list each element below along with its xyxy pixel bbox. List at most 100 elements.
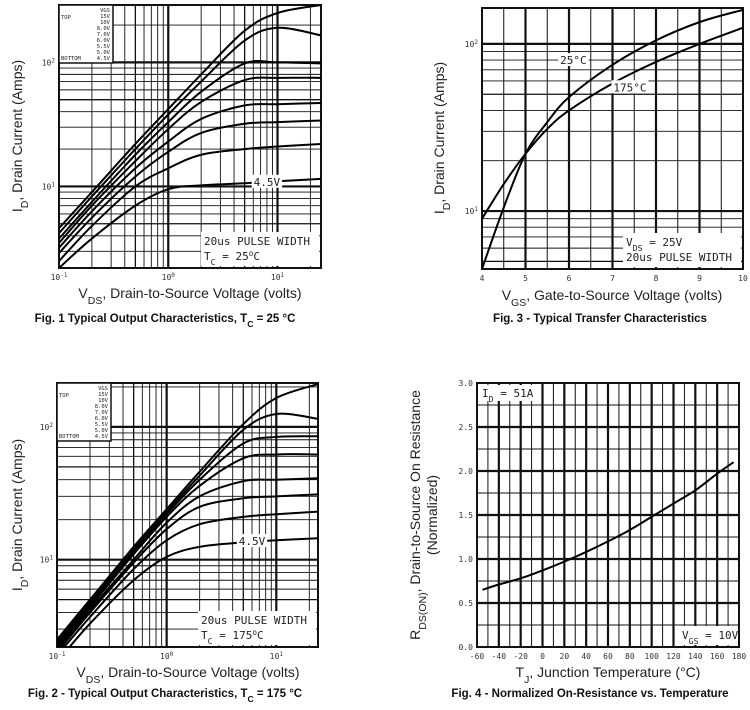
tick-base: 10 xyxy=(49,652,59,661)
tick-base: -60 xyxy=(470,652,485,661)
series-line-50V xyxy=(59,142,321,262)
legend-bottom-label: BOTTOM xyxy=(61,56,82,62)
legend-item: 4.5V xyxy=(97,56,111,62)
tick-exponent: 2 xyxy=(49,421,53,428)
grid xyxy=(477,383,739,647)
tick-base: 2.0 xyxy=(459,467,474,476)
y-tick-label: 0.0 xyxy=(459,643,474,652)
x-axis-label: TJ, Junction Temperature (°C) xyxy=(516,664,701,686)
text-segment: D xyxy=(441,202,453,210)
annotation-background xyxy=(251,174,283,188)
y-tick-label: 101 xyxy=(40,554,54,565)
tick-exponent: 0 xyxy=(171,272,175,279)
plot-frame xyxy=(56,382,319,648)
series-line-45V xyxy=(68,537,318,647)
figure-caption: Fig. 3 - Typical Transfer Characteristic… xyxy=(493,313,707,325)
legend-item: 15V xyxy=(100,14,111,20)
x-tick-label: 120 xyxy=(666,652,681,661)
text-segment: DS xyxy=(88,295,103,307)
x-axis-label: VDS, Drain-to-Source Voltage (volts) xyxy=(78,285,301,307)
tick-base: 20 xyxy=(560,652,570,661)
notes-background xyxy=(623,233,741,267)
y-axis-label: RDS(ON), Drain-to-Source On Resistance xyxy=(407,390,429,640)
text-segment: V xyxy=(682,629,689,642)
legend-header: VGS xyxy=(100,8,110,14)
chart-note: 20us PULSE WIDTH xyxy=(626,251,732,264)
text-segment: = 25V xyxy=(643,236,683,249)
y-tick-label: 102 xyxy=(40,421,54,432)
tick-base: 1.0 xyxy=(459,555,474,564)
text-segment: , Drain-to-Source Voltage (volts) xyxy=(100,664,299,680)
y-tick-label: 1.0 xyxy=(459,555,474,564)
legend-item: 5.5V xyxy=(95,422,109,428)
series-line-10V xyxy=(57,412,318,643)
text-segment: I xyxy=(482,387,489,400)
legend-bottom-label: BOTTOM xyxy=(59,434,80,440)
tick-base: 10 xyxy=(465,207,475,216)
tick-base: 10 xyxy=(465,40,475,49)
x-tick-label: 101 xyxy=(271,272,285,283)
text-segment: = 10V xyxy=(699,629,739,642)
x-tick-label: 100 xyxy=(644,652,659,661)
figure-caption: Fig. 1 Typical Output Characteristics, T… xyxy=(35,313,296,329)
text-segment: , Drain-to-Source On Resistance xyxy=(407,390,423,593)
chart-figure-4: -60 -40 -20 0 20 40 60 80 100 120 140 160 180 0.0 0.5 1… xyxy=(407,379,746,700)
text-segment: DS xyxy=(633,243,643,253)
y-axis-label-secondary: (Normalized) xyxy=(424,475,440,555)
series-line-25C xyxy=(482,8,743,269)
y-tick-label: 102 xyxy=(42,57,56,68)
text-segment: Fig. 4 - Normalized On-Resistance vs. Te… xyxy=(451,688,728,700)
series-line-15V xyxy=(59,5,321,229)
annotation-background xyxy=(558,53,589,67)
text-segment: C xyxy=(211,257,216,267)
text-segment: I xyxy=(9,208,25,212)
legend-item: 10V xyxy=(100,20,111,26)
x-tick-label: 60 xyxy=(603,652,613,661)
text-segment: = 25 xyxy=(216,250,249,263)
legend-item: 8.0V xyxy=(97,26,111,32)
legend-item: 8.0V xyxy=(95,404,109,410)
notes-background xyxy=(679,626,737,645)
text-segment: = 25 °C xyxy=(253,313,295,325)
series-line-15V xyxy=(57,383,318,641)
y-tick-label: 101 xyxy=(465,206,479,217)
text-segment: V xyxy=(76,664,86,680)
legend-item: 10V xyxy=(98,398,109,404)
series-line-80V xyxy=(57,435,318,646)
legend-item: 7.0V xyxy=(97,32,111,38)
notes-background xyxy=(479,385,535,401)
series-line-55V xyxy=(59,119,321,254)
x-tick-label: 40 xyxy=(581,652,591,661)
y-tick-label: 2.0 xyxy=(459,467,474,476)
plot-frame xyxy=(476,382,740,648)
tick-base: 120 xyxy=(666,652,681,661)
text-segment: 20us PULSE WIDTH xyxy=(204,235,310,248)
text-segment: , Drain Current (Amps) xyxy=(9,439,25,580)
annotation-background xyxy=(236,534,268,548)
x-tick-label: 6 xyxy=(567,274,572,283)
tick-exponent: 1 xyxy=(49,554,53,561)
legend-box xyxy=(56,382,112,442)
tick-exponent: 2 xyxy=(474,38,478,45)
text-segment: , Drain Current (Amps) xyxy=(431,62,447,203)
plot-frame xyxy=(481,7,744,270)
y-tick-label: 3.0 xyxy=(459,379,474,388)
tick-base: 6 xyxy=(567,274,572,283)
text-segment: V xyxy=(502,287,512,303)
tick-base: 60 xyxy=(603,652,613,661)
tick-base: 40 xyxy=(581,652,591,661)
tick-base: 9 xyxy=(697,274,702,283)
tick-exponent: 1 xyxy=(51,181,55,188)
x-tick-label: 20 xyxy=(560,652,570,661)
tick-exponent: 0 xyxy=(170,651,174,658)
chart-note: 20us PULSE WIDTH xyxy=(204,235,310,248)
legend-header: VGS xyxy=(98,386,108,392)
y-tick-label: 1.5 xyxy=(459,511,474,520)
x-tick-label: 5 xyxy=(523,274,528,283)
tick-base: 5 xyxy=(523,274,528,283)
text-segment: DS(ON) xyxy=(417,592,429,629)
text-segment: T xyxy=(516,664,525,680)
text-segment: V xyxy=(626,236,633,249)
x-tick-label: 80 xyxy=(625,652,635,661)
